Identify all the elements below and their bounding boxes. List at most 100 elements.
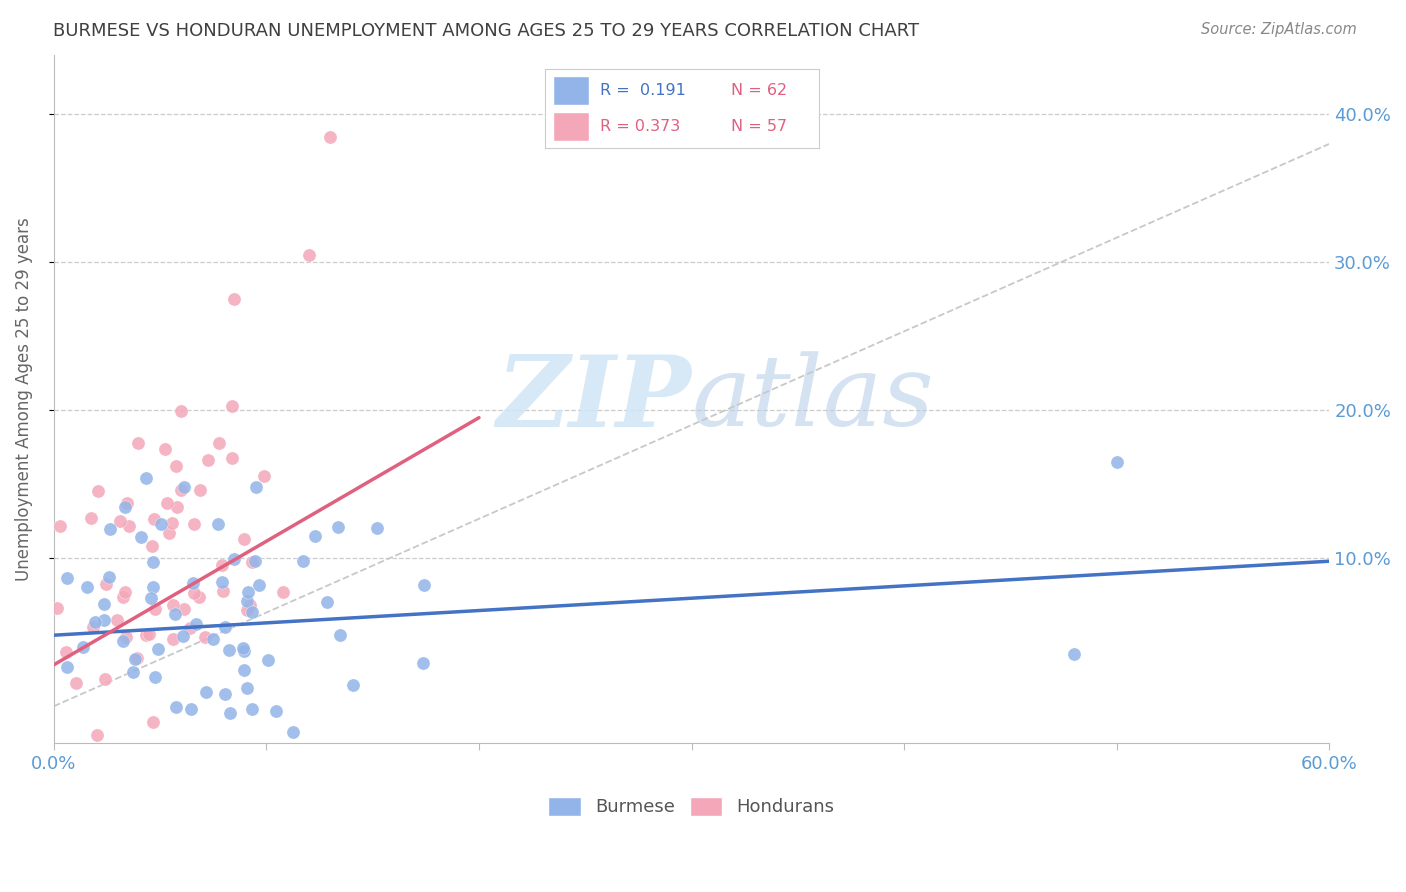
Point — [240, 555, 263, 569]
Point — [56, 571, 79, 585]
Point — [221, 450, 243, 465]
Point — [188, 590, 211, 604]
Point — [342, 677, 364, 691]
Point — [326, 520, 349, 534]
Point — [165, 459, 187, 474]
Point — [214, 620, 236, 634]
Point — [165, 700, 187, 714]
Point — [291, 554, 314, 568]
Point — [114, 630, 136, 644]
Point — [319, 129, 342, 144]
Point — [235, 593, 257, 607]
Point — [135, 628, 157, 642]
Point — [218, 643, 240, 657]
Point — [211, 574, 233, 589]
Point — [65, 676, 87, 690]
Point — [219, 706, 242, 721]
Point — [82, 620, 104, 634]
Point — [148, 642, 170, 657]
Y-axis label: Unemployment Among Ages 25 to 29 years: Unemployment Among Ages 25 to 29 years — [15, 218, 32, 581]
Point — [329, 628, 352, 642]
Point — [157, 526, 180, 541]
Point — [180, 701, 202, 715]
Point — [236, 585, 259, 599]
Point — [114, 585, 136, 599]
Point — [135, 471, 157, 485]
Point — [156, 496, 179, 510]
Point — [179, 621, 201, 635]
Text: atlas: atlas — [692, 351, 935, 447]
Point — [166, 500, 188, 514]
Point — [112, 591, 135, 605]
Point — [172, 629, 194, 643]
Point — [93, 613, 115, 627]
Point — [72, 640, 94, 654]
Point — [245, 479, 267, 493]
Point — [143, 602, 166, 616]
Point — [243, 554, 266, 568]
Point — [139, 591, 162, 606]
Point — [366, 520, 388, 534]
Point — [247, 578, 270, 592]
Point — [108, 514, 131, 528]
Point — [142, 580, 165, 594]
Point — [127, 436, 149, 450]
Point — [238, 598, 260, 612]
Point — [197, 453, 219, 467]
Point — [201, 632, 224, 646]
Point — [316, 595, 339, 609]
Point — [222, 293, 245, 307]
Point — [236, 603, 259, 617]
Point — [153, 442, 176, 456]
Point — [283, 725, 305, 739]
Text: ZIP: ZIP — [496, 351, 692, 448]
Point — [264, 704, 287, 718]
Point — [236, 681, 259, 695]
Point — [208, 436, 231, 450]
Point — [114, 500, 136, 514]
Point — [162, 632, 184, 646]
Point — [97, 570, 120, 584]
Point — [96, 577, 118, 591]
Point — [194, 630, 217, 644]
Point — [271, 585, 294, 599]
Point — [93, 673, 115, 687]
Point — [55, 645, 77, 659]
Point — [211, 583, 233, 598]
Point — [87, 484, 110, 499]
Point — [149, 517, 172, 532]
Point — [142, 555, 165, 569]
Point — [170, 404, 193, 418]
Point — [56, 660, 79, 674]
Point — [1105, 455, 1128, 469]
Point — [76, 580, 98, 594]
Point — [142, 715, 165, 730]
Point — [233, 663, 256, 677]
Point — [1063, 648, 1085, 662]
Point — [222, 551, 245, 566]
Point — [162, 599, 184, 613]
Point — [127, 650, 149, 665]
Point — [118, 519, 141, 533]
Point — [86, 728, 108, 742]
Point — [298, 248, 321, 262]
Point — [143, 670, 166, 684]
Point — [232, 643, 254, 657]
Point — [173, 601, 195, 615]
Point — [105, 613, 128, 627]
Point — [173, 480, 195, 494]
Point — [129, 530, 152, 544]
Legend: Burmese, Hondurans: Burmese, Hondurans — [541, 789, 842, 823]
Point — [163, 607, 186, 621]
Point — [240, 605, 263, 619]
Point — [233, 532, 256, 546]
Point — [304, 529, 326, 543]
Text: BURMESE VS HONDURAN UNEMPLOYMENT AMONG AGES 25 TO 29 YEARS CORRELATION CHART: BURMESE VS HONDURAN UNEMPLOYMENT AMONG A… — [53, 22, 920, 40]
Point — [194, 684, 217, 698]
Point — [183, 585, 205, 599]
Point — [240, 702, 263, 716]
Point — [138, 627, 160, 641]
Point — [253, 469, 276, 483]
Point — [214, 687, 236, 701]
Point — [257, 653, 280, 667]
